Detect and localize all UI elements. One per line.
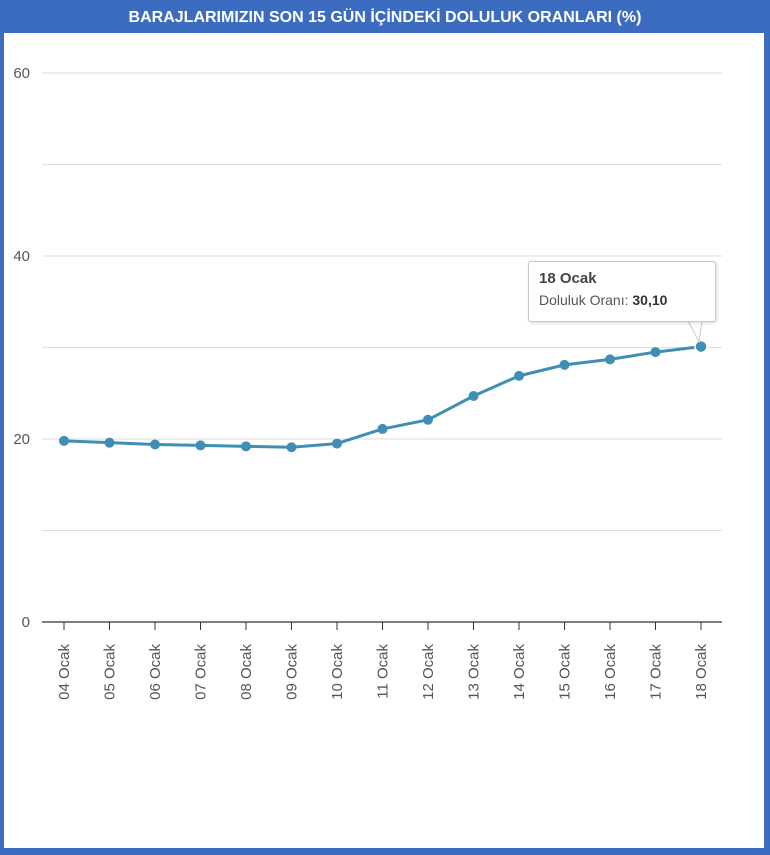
data-point[interactable] <box>468 390 479 401</box>
x-tick-label: 05 Ocak <box>102 644 119 700</box>
y-tick-label: 0 <box>22 614 30 631</box>
data-point[interactable] <box>650 347 661 358</box>
grid-lines <box>42 72 722 531</box>
x-tick-label: 04 Ocak <box>56 644 73 700</box>
data-point[interactable] <box>286 442 297 453</box>
data-point[interactable] <box>195 440 206 451</box>
x-tick-label: 07 Ocak <box>193 644 210 700</box>
series <box>59 320 708 453</box>
y-tick-label: 40 <box>13 248 30 265</box>
data-point[interactable] <box>694 339 708 354</box>
data-point[interactable] <box>241 441 251 452</box>
x-tick-label: 10 Ocak <box>329 644 346 700</box>
data-tooltip: 18 Ocak Doluluk Oranı: 30,10 <box>528 261 716 322</box>
y-tick-label: 20 <box>13 431 30 448</box>
chart-title: BARAJLARIMIZIN SON 15 GÜN İÇİNDEKİ DOLUL… <box>0 0 770 33</box>
data-point[interactable] <box>59 435 69 446</box>
x-tick-label: 17 Ocak <box>648 644 665 700</box>
x-tick-label: 13 Ocak <box>466 644 483 700</box>
x-tick-label: 08 Ocak <box>238 644 255 700</box>
data-point[interactable] <box>332 438 342 449</box>
data-point[interactable] <box>559 359 570 370</box>
data-point[interactable] <box>423 414 433 425</box>
x-tick-label: 15 Ocak <box>557 644 574 700</box>
data-point[interactable] <box>514 370 524 381</box>
x-tick-label: 06 Ocak <box>147 644 164 700</box>
tooltip-title: 18 Ocak <box>539 270 597 287</box>
x-tick-label: 18 Ocak <box>693 644 710 700</box>
tooltip-pointer <box>687 320 703 344</box>
x-tick-label: 11 Ocak <box>375 644 392 699</box>
data-point[interactable] <box>150 439 160 450</box>
x-tick-label: 16 Ocak <box>602 644 619 700</box>
tooltip-label: Doluluk Oranı: <box>539 292 633 308</box>
tooltip-value: 30,10 <box>632 292 668 308</box>
x-tick-label: 12 Ocak <box>420 644 437 700</box>
axes: 0 20 40 60 04 Ocak 05 Ocak 06 Ocak 07 Ocak 08 Oc… <box>13 65 722 700</box>
data-point[interactable] <box>605 354 615 365</box>
x-tick-label: 09 Ocak <box>284 644 301 700</box>
y-tick-label: 60 <box>13 65 30 82</box>
tooltip-line: Doluluk Oranı: 30,10 <box>539 292 705 308</box>
data-point[interactable] <box>104 437 115 448</box>
data-point[interactable] <box>377 423 388 434</box>
x-tick-label: 14 Ocak <box>511 644 528 700</box>
